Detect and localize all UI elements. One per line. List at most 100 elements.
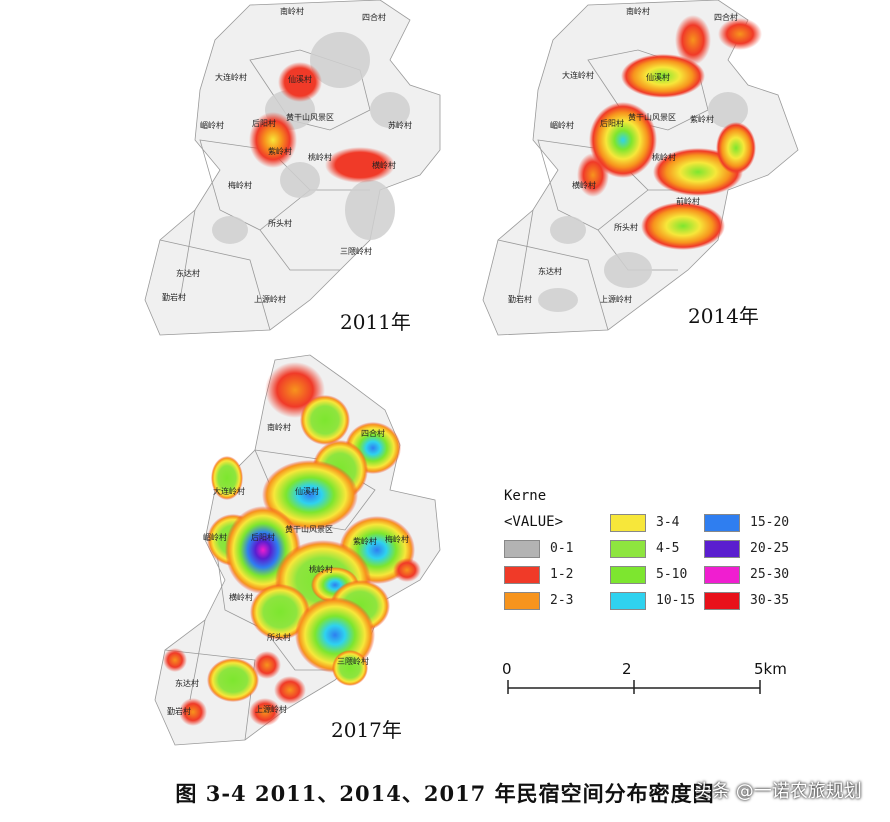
- village-label: 南岭村: [267, 423, 291, 432]
- hotspot-2014: [621, 54, 705, 98]
- hotspot-2014: [675, 15, 711, 65]
- legend-swatch: [610, 514, 646, 532]
- village-label: 紫岭村: [353, 537, 377, 546]
- density-map-2017: 南岭村 四合村 大连岭村 仙溪村 嵋岭村 后阳村 黄干山风景区 紫岭村 桃岭村 …: [145, 350, 455, 750]
- hotspot-2017: [207, 658, 259, 702]
- village-label: 桃岭村: [652, 153, 676, 162]
- village-label: 三隈岭村: [340, 247, 372, 256]
- hotspot-2014: [718, 18, 762, 50]
- map-2014-canvas: [482, 0, 799, 336]
- village-label: 四合村: [714, 13, 738, 22]
- legend-title: Kerne: [504, 488, 547, 504]
- village-label: 大连岭村: [213, 487, 245, 496]
- village-label: 四合村: [362, 13, 386, 22]
- year-label-2014: 2014年: [688, 304, 759, 328]
- hotspot-2017: [393, 558, 421, 582]
- village-label: 仙溪村: [288, 75, 312, 84]
- village-label: 东达村: [538, 267, 562, 276]
- hotspot-2017: [249, 698, 281, 726]
- figure-caption: 图 3-4 2011、2014、2017 年民宿空间分布密度图: [175, 781, 715, 806]
- hotspot-2011: [249, 112, 297, 168]
- village-label: 苏岭村: [388, 121, 412, 130]
- village-label: 东达村: [176, 269, 200, 278]
- village-label: 所头村: [268, 219, 292, 228]
- scale-bar-line: [507, 680, 761, 694]
- map-2011-canvas: [144, 0, 441, 336]
- village-label: 嵋岭村: [200, 121, 224, 130]
- village-label: 横岭村: [572, 181, 596, 190]
- legend-swatch: [610, 592, 646, 610]
- legend-subtitle: <VALUE>: [504, 514, 564, 530]
- village-label: 梅岭村: [385, 535, 409, 544]
- hotspot-2014: [641, 202, 725, 250]
- legend-swatch: [704, 540, 740, 558]
- legend-label: 15-20: [750, 515, 790, 530]
- scale-label-2: 2: [622, 660, 632, 678]
- village-label: 嵋岭村: [203, 533, 227, 542]
- village-label: 勤岩村: [508, 295, 532, 304]
- village-label: 后阳村: [600, 119, 624, 128]
- scale-label-0: 0: [502, 660, 512, 678]
- legend-label: 25-30: [750, 567, 790, 582]
- legend-label: 1-2: [550, 567, 574, 582]
- village-label: 上源岭村: [600, 295, 632, 304]
- village-label: 仙溪村: [295, 487, 319, 496]
- hotspot-2017: [274, 676, 306, 704]
- village-label: 三隈岭村: [337, 657, 369, 666]
- village-label: 桃岭村: [308, 153, 332, 162]
- village-label: 紫岭村: [690, 115, 714, 124]
- hotspot-2017: [163, 648, 187, 672]
- density-map-2011: 南岭村 四合村 大连岭村 仙溪村 嵋岭村 后阳村 黄干山风景区 苏岭村 紫岭村 …: [140, 0, 470, 340]
- density-map-2014: 南岭村 四合村 大连岭村 仙溪村 嵋岭村 后阳村 黄干山风景区 紫岭村 桃岭村 …: [478, 0, 808, 340]
- village-label: 紫岭村: [268, 147, 292, 156]
- legend-label: 0-1: [550, 541, 574, 556]
- legend-swatch: [704, 566, 740, 584]
- hotspot-2017: [332, 650, 368, 686]
- village-label: 南岭村: [626, 7, 650, 16]
- village-label: 仙溪村: [646, 73, 670, 82]
- hotspot-2014: [589, 102, 657, 178]
- village-label: 东达村: [175, 679, 199, 688]
- village-label: 四合村: [361, 429, 385, 438]
- village-label: 横岭村: [372, 161, 396, 170]
- village-label: 前岭村: [676, 197, 700, 206]
- density-legend: Kerne <VALUE> 0-1 1-2 2-3 3-4 4-5 5-10 1…: [504, 488, 804, 610]
- hotspot-2017: [179, 698, 207, 726]
- legend-label: 10-15: [656, 593, 696, 608]
- legend-swatch: [504, 540, 540, 558]
- legend-swatch: [504, 592, 540, 610]
- hotspot-2017: [300, 395, 350, 445]
- legend-swatch: [610, 566, 646, 584]
- watermark: 头条 @一诺农旅规划: [694, 781, 862, 802]
- village-label: 大连岭村: [215, 73, 247, 82]
- hotspot-2011: [278, 62, 322, 102]
- legend-label: 20-25: [750, 541, 790, 556]
- village-label: 黄干山风景区: [628, 113, 676, 122]
- village-label: 横岭村: [229, 593, 253, 602]
- hotspot-2014: [716, 122, 756, 174]
- hotspot-2017: [211, 456, 243, 500]
- scale-bar: 0 2 5km: [500, 656, 800, 706]
- legend-swatch: [504, 566, 540, 584]
- village-label: 黄干山风景区: [286, 113, 334, 122]
- legend-swatch: [704, 514, 740, 532]
- village-label: 大连岭村: [562, 71, 594, 80]
- legend-swatch: [704, 592, 740, 610]
- hotspot-2017: [262, 460, 358, 530]
- village-label: 勤岩村: [162, 293, 186, 302]
- year-label-2017: 2017年: [331, 718, 402, 742]
- village-label: 黄干山风景区: [285, 525, 333, 534]
- legend-label: 2-3: [550, 593, 574, 608]
- hotspot-2017: [250, 584, 310, 640]
- legend-label: 4-5: [656, 541, 680, 556]
- year-label-2011: 2011年: [340, 310, 411, 334]
- hotspot-2017: [253, 651, 281, 679]
- village-label: 所头村: [267, 633, 291, 642]
- legend-label: 5-10: [656, 567, 688, 582]
- village-label: 后阳村: [251, 533, 275, 542]
- legend-swatch: [610, 540, 646, 558]
- village-label: 桃岭村: [309, 565, 333, 574]
- hotspot-2011: [325, 147, 395, 183]
- village-label: 南岭村: [280, 7, 304, 16]
- hotspot-2014: [577, 153, 609, 197]
